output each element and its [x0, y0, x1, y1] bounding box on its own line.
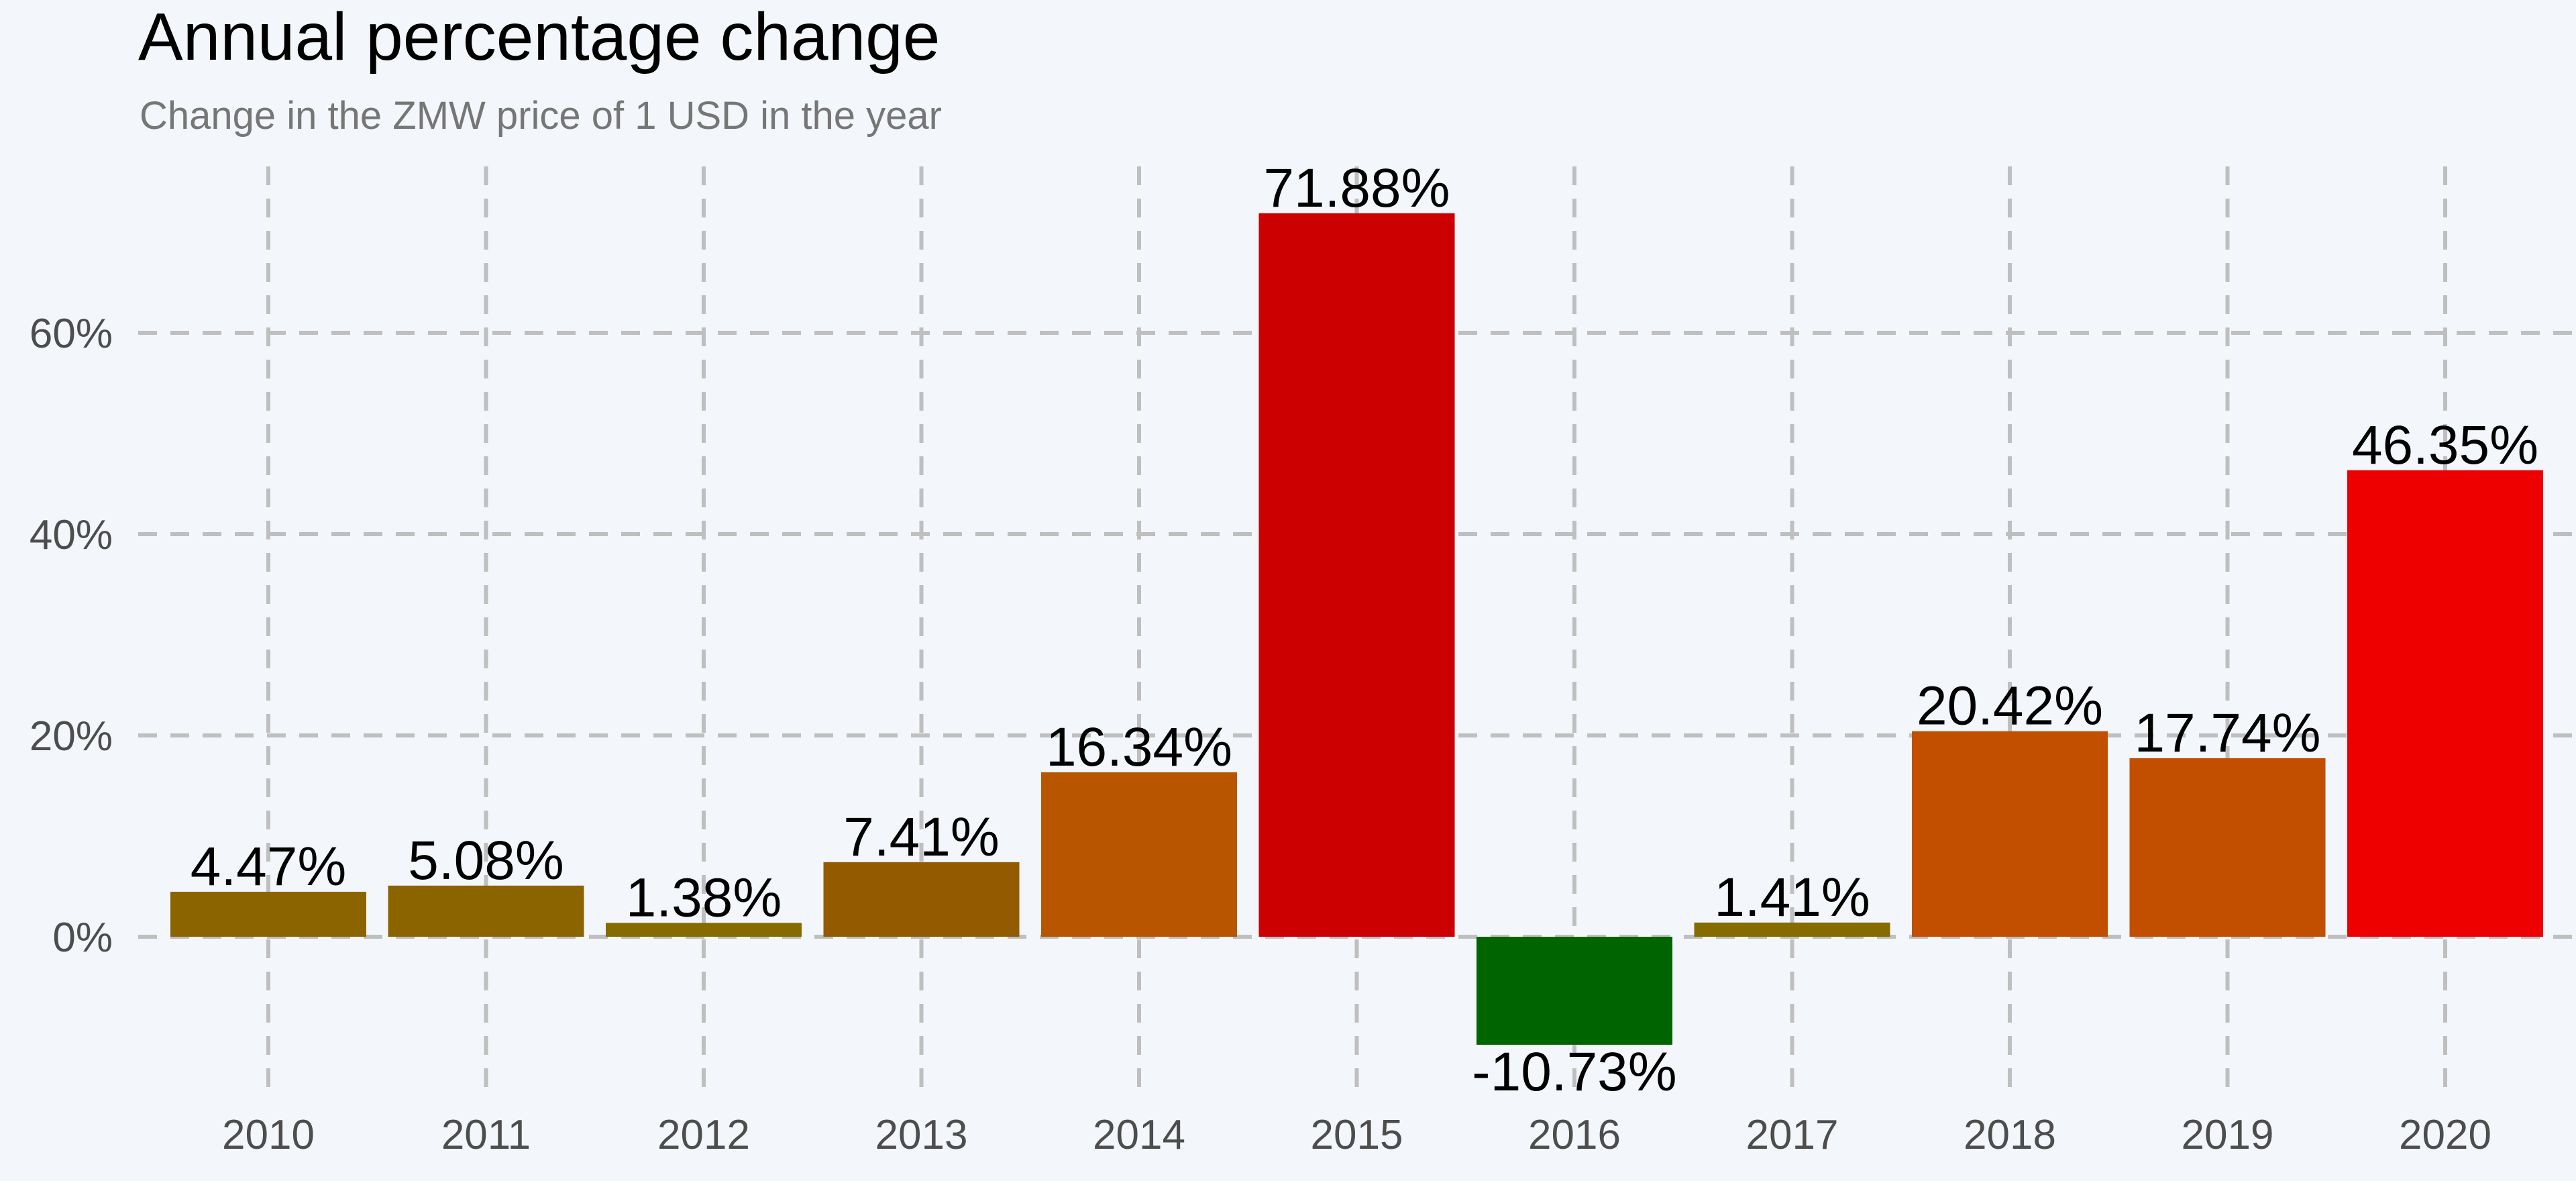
bar-data-label: 4.47% [191, 836, 347, 897]
chart-subtitle: Change in the ZMW price of 1 USD in the … [140, 94, 942, 138]
bar-data-label: 46.35% [2352, 415, 2538, 476]
y-tick-label: 0% [52, 915, 113, 961]
bar [823, 862, 1020, 937]
x-tick-label: 2011 [441, 1112, 531, 1158]
bar-data-label: 1.38% [626, 867, 782, 928]
x-tick-label: 2017 [1746, 1112, 1839, 1158]
x-tick-label: 2016 [1528, 1112, 1621, 1158]
bar [2129, 758, 2326, 937]
bar [388, 885, 584, 937]
bar [170, 891, 366, 937]
bar-data-label: 17.74% [2134, 703, 2320, 764]
x-tick-label: 2018 [1964, 1112, 2056, 1158]
x-tick-label: 2015 [1311, 1112, 1403, 1158]
bar-data-label: 71.88% [1263, 158, 1450, 219]
bar [1041, 772, 1237, 937]
bar-data-label: 1.41% [1714, 867, 1870, 928]
bar [2347, 470, 2543, 937]
bar-data-label: 16.34% [1046, 717, 1232, 778]
bar-data-label: 7.41% [843, 807, 1000, 868]
x-tick-label: 2014 [1093, 1112, 1185, 1158]
y-tick-label: 40% [30, 512, 113, 558]
bar-data-label: -10.73% [1472, 1041, 1676, 1102]
bar-data-label: 5.08% [408, 830, 564, 891]
chart-title: Annual percentage change [138, 0, 941, 74]
x-tick-label: 2013 [875, 1112, 968, 1158]
bar [606, 923, 802, 937]
bar [1477, 937, 1672, 1045]
x-tick-label: 2019 [2182, 1112, 2274, 1158]
x-tick-label: 2012 [657, 1112, 750, 1158]
bar [1694, 922, 1890, 937]
bar [1258, 213, 1455, 937]
y-tick-label: 60% [30, 311, 113, 357]
bar-data-label: 20.42% [1917, 676, 2103, 737]
x-tick-label: 2020 [2399, 1112, 2491, 1158]
y-tick-label: 20% [30, 713, 113, 760]
x-tick-label: 2010 [222, 1112, 315, 1158]
bar [1912, 731, 2108, 937]
